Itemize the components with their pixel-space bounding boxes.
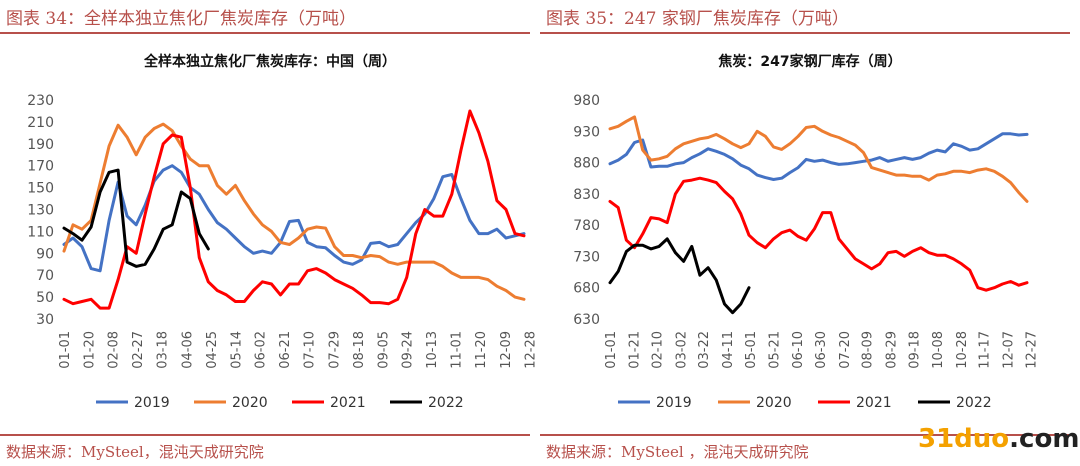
y-tick-label: 30: [36, 312, 54, 328]
x-tick-label: 12-09: [499, 331, 514, 369]
x-tick-label: 01-20: [82, 331, 97, 369]
x-tick-label: 10-08: [931, 331, 946, 369]
figure-35-panel: 图表 35：247 家钢厂焦炭库存（万吨） 焦炭：247家钢厂库存（周） 630 6…: [540, 0, 1080, 466]
watermark-part-1: 31duo: [918, 424, 1010, 454]
x-tick-label: 09-24: [401, 331, 416, 369]
x-tick-label: 04-06: [181, 331, 196, 369]
x-tick-label: 09-05: [376, 331, 391, 369]
y-tick-label: 230: [27, 93, 54, 109]
x-tick-label: 02-27: [131, 331, 146, 369]
x-tick-label: 06-10: [791, 331, 806, 369]
y-tick-label: 110: [27, 224, 54, 240]
series-line-2021: [608, 176, 1029, 292]
x-tick-label: 12-27: [1024, 331, 1039, 369]
chart-title: 焦炭：247家钢厂库存（周）: [717, 53, 901, 70]
watermark-part-2: .com: [1009, 424, 1080, 454]
legend-label-2020: 2020: [232, 395, 268, 411]
x-tick-label: 10-28: [955, 331, 970, 369]
x-tick-label: 01-01: [604, 331, 619, 369]
coke-inventory-independent-chart: 全样本独立焦化厂焦炭库存：中国（周） 30 50 70 90 110 130 150 170 19…: [27, 53, 538, 411]
x-tick-label: 05-01: [744, 331, 759, 369]
figure-35-source: 数据来源：MySteel ，混沌天成研究院: [546, 443, 809, 461]
x-tick-label: 11-20: [474, 331, 489, 369]
y-tick-label: 210: [27, 115, 54, 131]
legend-label-2021: 2021: [856, 395, 892, 411]
y-tick-label: 50: [36, 290, 54, 306]
x-tick-label: 11-01: [449, 331, 464, 369]
x-tick-label: 07-29: [328, 331, 343, 369]
figure-34-top-rule: [0, 32, 530, 34]
y-tick-label: 680: [573, 281, 600, 297]
x-tick-label: 11-17: [978, 331, 993, 369]
x-tick-label: 06-21: [278, 331, 293, 369]
series-line-2019: [608, 132, 1029, 181]
y-tick-label: 630: [573, 312, 600, 328]
y-tick-label: 980: [573, 93, 600, 109]
x-tick-label: 04-11: [721, 331, 736, 369]
series-line-2020: [62, 122, 526, 301]
x-tick-label: 02-08: [107, 331, 122, 369]
y-tick-label: 90: [36, 246, 54, 262]
chart-title: 全样本独立焦化厂焦炭库存：中国（周）: [143, 53, 396, 70]
figure-34-caption: 图表 34：全样本独立焦化厂焦炭库存（万吨）: [6, 9, 357, 29]
x-tick-label: 08-18: [352, 331, 367, 369]
x-tick-label: 12-07: [1001, 331, 1016, 369]
x-tick-label: 05-21: [768, 331, 783, 369]
x-tick-label: 08-29: [884, 331, 899, 369]
y-tick-label: 170: [27, 159, 54, 175]
x-tick-label: 01-21: [628, 331, 643, 369]
site-watermark: 31duo.com: [918, 424, 1079, 454]
x-tick-label: 06-30: [814, 331, 829, 369]
x-tick-label: 03-18: [155, 331, 170, 369]
y-tick-label: 130: [27, 203, 54, 219]
x-tick-label: 06-02: [254, 331, 269, 369]
legend-label-2020: 2020: [756, 395, 792, 411]
y-tick-label: 190: [27, 137, 54, 153]
y-tick-label: 780: [573, 218, 600, 234]
x-tick-label: 03-22: [697, 331, 712, 369]
y-tick-label: 930: [573, 124, 600, 140]
x-tick-label: 12-28: [523, 331, 538, 369]
legend-label-2021: 2021: [330, 395, 366, 411]
coke-inventory-steel-mills-chart: 焦炭：247家钢厂库存（周） 630 680 730 780 830 880 930 980 01…: [573, 53, 1039, 411]
x-tick-label: 02-10: [651, 331, 666, 369]
x-tick-label: 04-25: [205, 331, 220, 369]
y-tick-label: 730: [573, 249, 600, 265]
series-line-2021: [62, 109, 526, 310]
x-tick-label: 01-01: [58, 331, 73, 369]
figure-35-top-rule: [540, 32, 1070, 34]
figure-34-source: 数据来源：MySteel，混沌天成研究院: [6, 443, 264, 461]
figure-35-bottom-rule: [540, 434, 1070, 436]
x-tick-label: 07-10: [302, 331, 317, 369]
y-tick-label: 880: [573, 156, 600, 172]
figure-34-panel: 图表 34：全样本独立焦化厂焦炭库存（万吨） 全样本独立焦化厂焦炭库存：中国（周…: [0, 9, 538, 461]
legend-label-2019: 2019: [656, 395, 692, 411]
series-line-2022: [62, 168, 210, 268]
y-tick-label: 830: [573, 187, 600, 203]
legend-label-2019: 2019: [134, 395, 170, 411]
series-line-2019: [62, 164, 526, 273]
y-tick-label: 70: [36, 268, 54, 284]
x-tick-label: 08-09: [861, 331, 876, 369]
x-tick-label: 03-02: [674, 331, 689, 369]
legend-label-2022: 2022: [428, 395, 464, 411]
x-tick-label: 07-20: [838, 331, 853, 369]
series-line-2020: [608, 115, 1029, 203]
figure-34-bottom-rule: [0, 434, 530, 436]
x-tick-label: 05-14: [229, 331, 244, 369]
legend-label-2022: 2022: [956, 395, 992, 411]
figure-35-caption: 图表 35：247 家钢厂焦炭库存（万吨）: [546, 9, 849, 29]
series-line-2022: [608, 237, 751, 315]
x-tick-label: 10-13: [425, 331, 440, 369]
x-tick-label: 09-18: [907, 331, 922, 369]
y-tick-label: 150: [27, 181, 54, 197]
